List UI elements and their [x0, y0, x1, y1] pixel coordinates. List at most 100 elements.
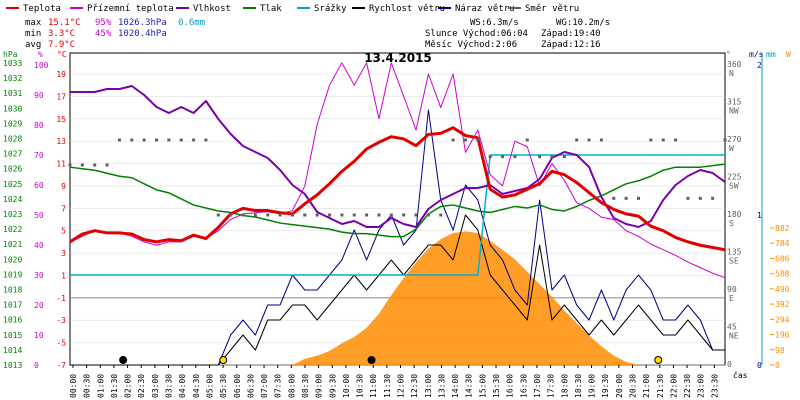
tick-humidity: 100	[34, 61, 49, 70]
tick-wind-speed: 0	[757, 361, 762, 370]
tick-solar: 490	[775, 285, 790, 294]
x-tick-label: 06:00	[233, 374, 242, 398]
x-tick-label: 15:30	[492, 374, 501, 398]
wind-dir-point	[599, 138, 603, 142]
stat-moon: Měsíc Východ:2:06	[425, 40, 517, 50]
wind-dir-point	[142, 138, 146, 142]
x-tick-label: 20:30	[628, 374, 637, 398]
wind-dir-point	[315, 213, 319, 217]
x-tick-label: 10:30	[356, 374, 365, 398]
plot-area	[68, 62, 727, 366]
tick-pressure: 1029	[3, 119, 22, 128]
tick-solar: 686	[775, 254, 790, 263]
tick-temperature: -7	[56, 361, 66, 370]
x-tick-label: 02:30	[137, 374, 146, 398]
x-tick-label: 05:00	[205, 374, 214, 398]
tick-wind-dir: 315	[727, 98, 742, 107]
wind-dir-point	[290, 213, 294, 217]
wind-dir-point	[538, 155, 542, 159]
x-tick-label: 09:30	[328, 374, 337, 398]
x-tick-label: 08:30	[301, 374, 310, 398]
wind-dir-point	[525, 138, 529, 142]
legend-label-6: Rychlost větru	[369, 4, 445, 14]
wind-dir-point	[229, 213, 233, 217]
x-tick-label: 01:00	[96, 374, 105, 398]
tick-wind-dir-name: W	[729, 144, 734, 153]
tick-solar: 98	[775, 346, 785, 355]
x-tick-label: 22:30	[683, 374, 692, 398]
wind-dir-point	[216, 213, 220, 217]
wind-dir-point	[562, 155, 566, 159]
wind-dir-point	[414, 213, 418, 217]
series-pressure	[69, 163, 726, 238]
tick-pressure: 1025	[3, 180, 22, 189]
tick-pressure: 1033	[3, 59, 22, 68]
axis-unit-pct: %	[38, 50, 43, 59]
wind-dir-point	[266, 213, 270, 217]
tick-wind-dir-name: SW	[729, 182, 739, 191]
x-tick-label: 13:30	[437, 374, 446, 398]
tick-solar: 882	[775, 224, 790, 233]
tick-wind-dir-name: E	[729, 294, 734, 303]
x-tick-label: 12:30	[410, 374, 419, 398]
tick-wind-speed: 2	[757, 61, 762, 70]
wind-dir-point	[179, 138, 183, 142]
x-tick-label: 18:30	[574, 374, 583, 398]
wind-dir-point	[451, 138, 455, 142]
tick-wind-dir: 270	[727, 135, 742, 144]
tick-pressure: 1022	[3, 225, 22, 234]
tick-temperature: 3	[61, 249, 66, 258]
x-tick-label: 15:00	[478, 374, 487, 398]
wind-dir-point	[426, 213, 430, 217]
tick-humidity: 30	[34, 271, 44, 280]
wind-dir-point	[167, 138, 171, 142]
series-temperature	[69, 126, 726, 252]
x-tick-label: 18:00	[560, 374, 569, 398]
tick-pressure: 1030	[3, 104, 22, 113]
tick-wind-speed: 1	[757, 211, 762, 220]
legend-label-4: Tlak	[260, 4, 282, 14]
x-tick-label: 11:00	[369, 374, 378, 398]
tick-pressure: 1016	[3, 316, 22, 325]
wind-dir-point	[661, 138, 665, 142]
tick-pressure: 1027	[3, 150, 22, 159]
wind-dir-point	[488, 155, 492, 159]
tick-temperature: 13	[56, 137, 66, 146]
tick-temperature: -1	[56, 294, 66, 303]
tick-solar: 0	[775, 361, 780, 370]
stat-avg-label: avg	[25, 40, 41, 50]
tick-humidity: 90	[34, 91, 44, 100]
tick-pressure: 1026	[3, 165, 22, 174]
x-tick-label: 06:30	[246, 374, 255, 398]
stat-avg-temp: 7.9°C	[48, 40, 75, 50]
tick-pressure: 1018	[3, 286, 22, 295]
stat-max-hum: 95%	[95, 18, 112, 28]
x-tick-label: 17:30	[547, 374, 556, 398]
tick-wind-dir-name: SE	[729, 257, 739, 266]
axis-unit-mm: mm	[766, 50, 776, 59]
tick-temperature: 1	[61, 271, 66, 280]
tick-pressure: 1020	[3, 255, 22, 264]
tick-humidity: 50	[34, 211, 44, 220]
wind-dir-point	[723, 138, 727, 142]
tick-solar: 294	[775, 315, 790, 324]
tick-pressure: 1017	[3, 301, 22, 310]
tick-humidity: 40	[34, 241, 44, 250]
tick-wind-dir-name: NE	[729, 332, 739, 341]
sun-marker	[219, 356, 228, 364]
axes: 1033103210311030102910281027102610251024…	[3, 52, 790, 398]
wind-dir-point	[674, 138, 678, 142]
tick-pressure: 1023	[3, 210, 22, 219]
x-tick-label: 02:00	[124, 374, 133, 398]
x-tick-label: 00:30	[83, 374, 92, 398]
axis-unit-time: čas	[733, 370, 748, 380]
tick-wind-dir: 45	[727, 323, 737, 332]
tick-wind-dir: 0	[727, 360, 732, 369]
tick-temperature: 15	[56, 115, 66, 124]
wind-dir-point	[501, 155, 505, 159]
legend-label-8: Směr větru	[525, 4, 579, 14]
tick-temperature: 19	[56, 70, 66, 79]
x-tick-label: 14:30	[465, 374, 474, 398]
